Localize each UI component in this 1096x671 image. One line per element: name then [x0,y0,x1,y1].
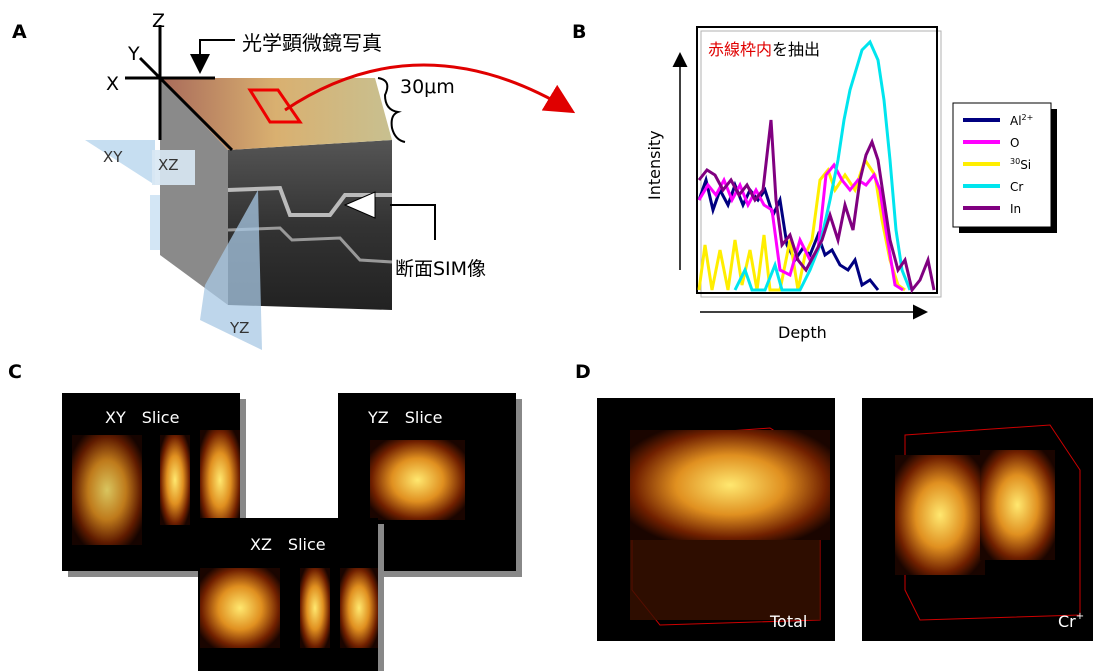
panel-letter: C [8,361,22,383]
slice-label: YZ Slice [367,408,442,427]
pointer [390,205,435,240]
heat [630,430,830,540]
heat [200,430,240,530]
panel-letter: D [575,361,591,383]
note: 赤線枠内を抽出 [708,40,820,59]
plane-label: XZ [158,156,179,174]
heat [630,540,820,620]
plane-label: YZ [229,319,249,337]
heat [300,568,330,648]
slice-label: XY Slice [105,408,179,427]
legend-label: O [1010,136,1019,150]
axis-label: Y [127,43,140,65]
label-sup: + [1076,611,1084,622]
panel-letter: B [572,21,586,43]
panel-a: Z Y X XY XZ YZ 光学顕微鏡写真 30μm 断面SIM像 [85,10,570,350]
legend-base: In [1010,202,1021,216]
panel-c: XY Slice YZ Slice XZ Slice [62,393,522,671]
label-base: Cr [1058,612,1076,631]
plane-label: XY [103,148,123,166]
heat [895,455,985,575]
x-label: Depth [778,323,827,342]
legend-sup: 30 [1010,157,1020,166]
sim-label: 断面SIM像 [395,258,486,280]
slice-label: XZ Slice [250,535,326,554]
heat [160,435,190,525]
optical-label: 光学顕微鏡写真 [242,31,382,55]
image-label: Total [769,612,807,631]
legend-base: Al [1010,114,1022,128]
note-red: 赤線枠内 [708,40,772,59]
panel-d: Total Cr+ [597,398,1093,641]
legend-label: Cr [1010,180,1023,194]
y-label: Intensity [645,130,664,200]
pointer [200,40,235,70]
legend-sup: 2+ [1022,113,1034,122]
figure: A B C D Z Y X XY XZ YZ 光学顕微鏡写真 30μm 断面SI… [0,0,1096,671]
note-black: を抽出 [772,40,820,59]
scale-label: 30μm [400,76,455,98]
panel-letter: A [12,21,27,43]
heat [72,435,142,545]
panel-b: 赤線枠内を抽出 Intensity Depth Al2+ O 30Si Cr In [645,27,1057,342]
axis-label: Z [152,10,165,32]
legend-base: Cr [1010,180,1023,194]
legend-base: Si [1020,158,1031,172]
heat [980,450,1055,560]
axis-label: X [106,73,119,95]
heat [340,568,378,648]
legend-base: O [1010,136,1019,150]
heat [200,568,280,648]
heat [370,440,465,520]
legend-label: In [1010,202,1021,216]
